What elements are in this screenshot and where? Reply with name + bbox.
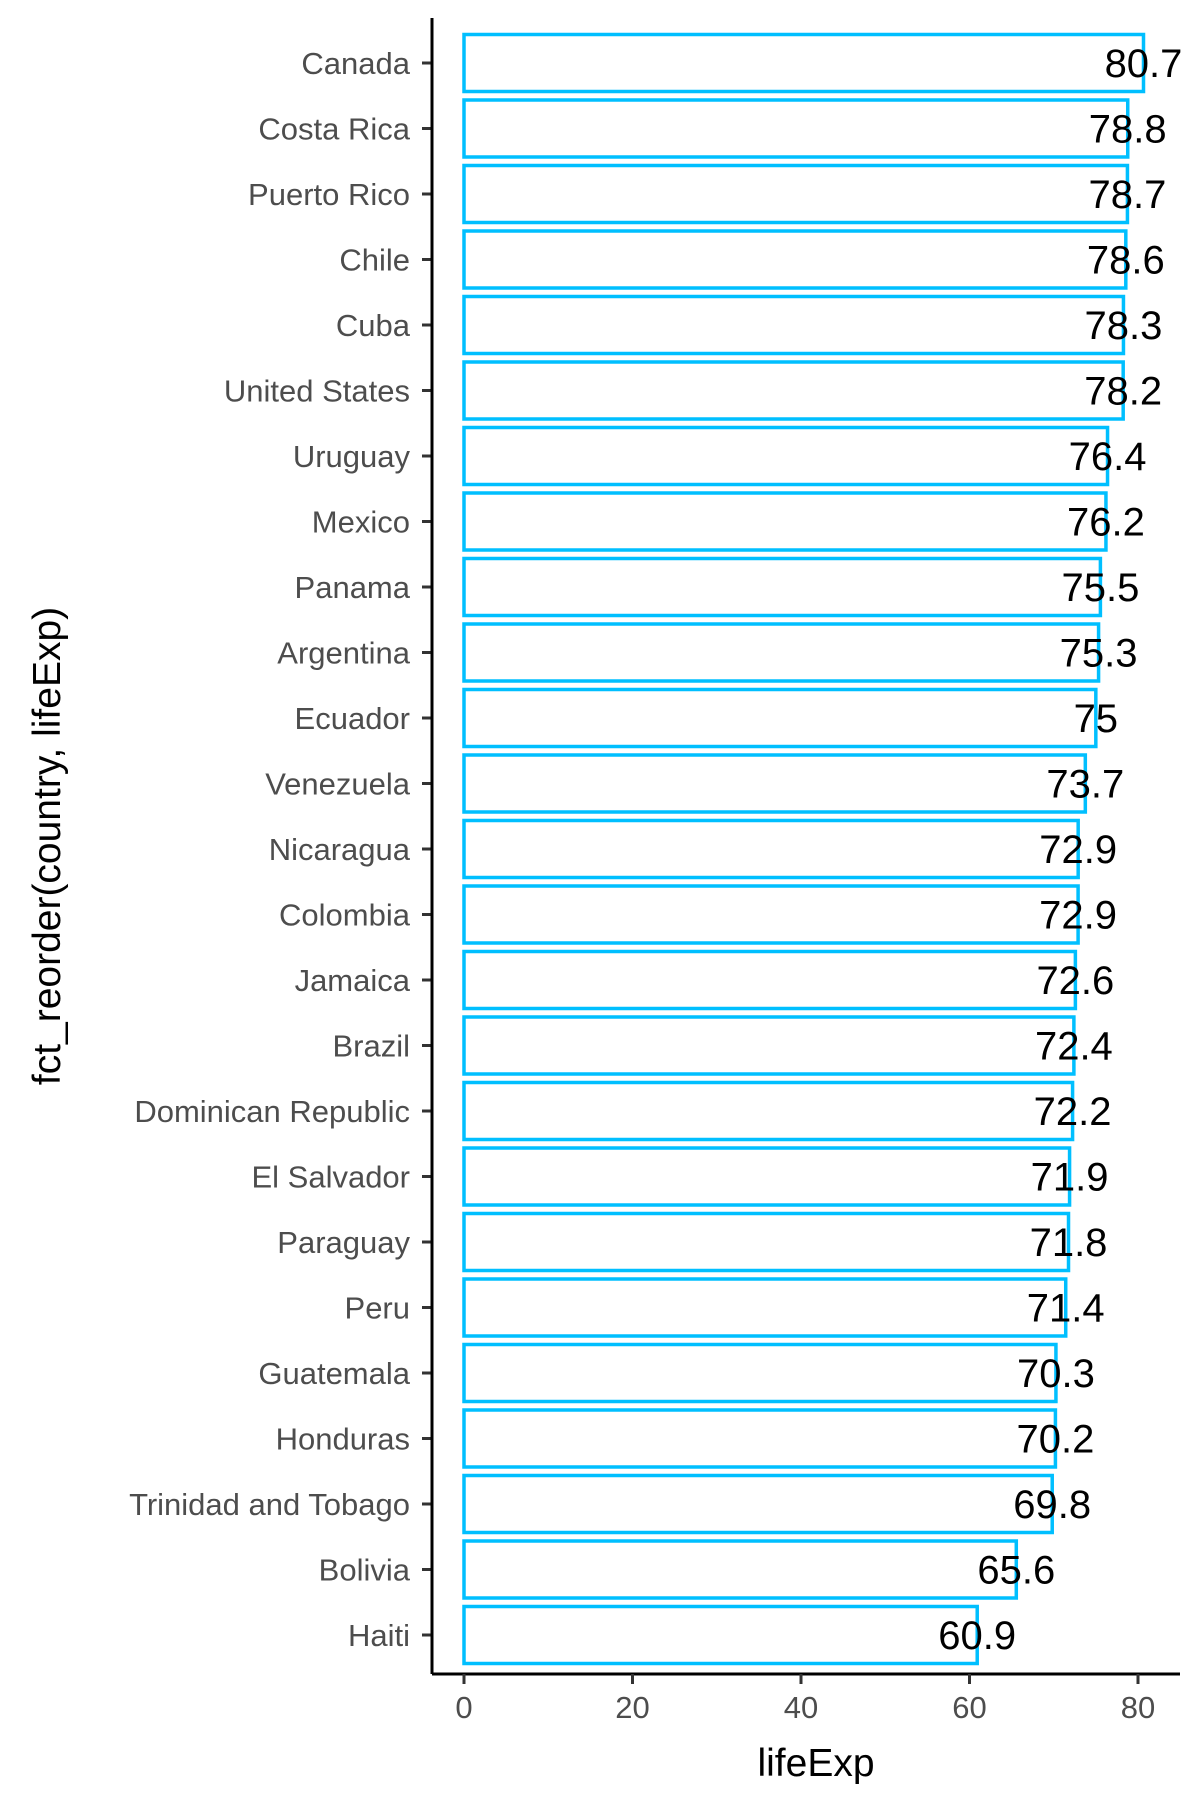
y-tick-label: Dominican Republic — [134, 1094, 410, 1129]
x-axis-title: lifeExp — [757, 1742, 874, 1785]
data-label: 71.8 — [1030, 1221, 1108, 1265]
bar-chile — [462, 229, 1128, 290]
data-label: 60.9 — [938, 1614, 1016, 1658]
x-tick-label: 20 — [615, 1690, 649, 1725]
y-tick-label: Nicaragua — [269, 832, 411, 867]
bar-uruguay — [462, 425, 1110, 487]
y-tick-label: Bolivia — [319, 1553, 411, 1588]
data-label: 76.4 — [1069, 435, 1147, 479]
data-label: 72.4 — [1035, 1025, 1113, 1069]
y-tick-label: Venezuela — [265, 767, 411, 802]
bar-haiti — [462, 1604, 979, 1666]
data-label: 72.6 — [1036, 959, 1114, 1003]
bar-brazil — [462, 1015, 1076, 1076]
y-tick-label: Costa Rica — [258, 112, 410, 147]
y-tick-label: Trinidad and Tobago — [129, 1487, 410, 1522]
y-tick-label: Chile — [339, 243, 410, 278]
bar-ecuador — [462, 687, 1098, 749]
y-tick-label: Honduras — [276, 1422, 410, 1457]
bar-panama — [462, 556, 1103, 618]
y-tick-label: Haiti — [348, 1618, 410, 1653]
bar-dominican-republic — [462, 1080, 1075, 1142]
data-label: 72.9 — [1039, 828, 1117, 872]
x-tick-label: 80 — [1121, 1690, 1155, 1725]
y-tick-label: Argentina — [277, 636, 410, 671]
bar-guatemala — [462, 1342, 1058, 1404]
y-tick-label: Brazil — [332, 1029, 410, 1064]
bar-jamaica — [462, 949, 1078, 1011]
x-tick-label: 60 — [952, 1690, 986, 1725]
y-axis: Canada Costa Rica Puerto Rico Chile Cuba Unit… — [129, 18, 434, 1674]
bar-paraguay — [462, 1211, 1071, 1273]
y-tick-label: Colombia — [279, 898, 411, 933]
y-tick-label: Guatemala — [258, 1356, 410, 1391]
data-label: 71.9 — [1031, 1156, 1109, 1200]
y-tick-label: Cuba — [336, 308, 411, 343]
y-tick-label: Ecuador — [295, 701, 410, 736]
data-label: 72.9 — [1039, 894, 1117, 938]
x-axis: 0 20 40 60 80 — [432, 1672, 1180, 1725]
data-label: 71.4 — [1027, 1287, 1105, 1331]
x-tick-label: 0 — [455, 1690, 472, 1725]
bar-argentina — [462, 622, 1101, 683]
y-tick-label: El Salvador — [251, 1160, 410, 1195]
bar-nicaragua — [462, 818, 1080, 880]
data-label: 78.8 — [1089, 108, 1167, 152]
data-label: 78.3 — [1085, 304, 1163, 348]
y-tick-label: United States — [224, 374, 410, 409]
bar-cuba — [462, 294, 1126, 356]
data-label: 78.2 — [1084, 370, 1162, 414]
bar-united-states — [462, 360, 1125, 421]
bar-bolivia — [462, 1539, 1019, 1600]
bar-colombia — [462, 884, 1080, 945]
bar-peru — [462, 1277, 1068, 1338]
bar-honduras — [462, 1408, 1058, 1469]
data-label: 78.7 — [1089, 173, 1167, 217]
y-tick-label: Jamaica — [295, 963, 411, 998]
bar-costa-rica — [462, 98, 1130, 159]
data-label: 72.2 — [1034, 1090, 1112, 1134]
data-label: 69.8 — [1013, 1483, 1091, 1527]
y-axis-title: fct_reorder(country, lifeExp) — [26, 607, 69, 1085]
data-label: 76.2 — [1067, 501, 1145, 545]
x-tick-label: 40 — [784, 1690, 818, 1725]
bar-trinidad-and-tobago — [462, 1473, 1054, 1535]
data-label: 75.3 — [1060, 632, 1138, 676]
y-tick-label: Peru — [345, 1291, 410, 1326]
y-tick-label: Uruguay — [293, 439, 411, 474]
y-tick-label: Canada — [301, 46, 410, 81]
data-label: 75 — [1074, 697, 1119, 741]
y-tick-label: Mexico — [312, 505, 410, 540]
data-label: 70.3 — [1017, 1352, 1095, 1396]
bars-group — [462, 32, 1146, 1666]
data-label: 78.6 — [1087, 239, 1165, 283]
y-tick-label: Paraguay — [277, 1225, 410, 1260]
bar-canada — [462, 32, 1146, 94]
data-label: 75.5 — [1061, 566, 1139, 610]
data-label: 65.6 — [977, 1549, 1055, 1593]
y-tick-label: Puerto Rico — [248, 177, 410, 212]
data-label: 73.7 — [1046, 763, 1124, 807]
y-tick-label: Panama — [295, 570, 411, 605]
data-labels-group: 80.7 78.8 78.7 78.6 78.3 78.2 76.4 76.2 75.5 75.3… — [938, 42, 1182, 1658]
bar-venezuela — [462, 753, 1088, 814]
bar-puerto-rico — [462, 163, 1130, 225]
data-label: 80.7 — [1105, 42, 1183, 86]
bar-el-salvador — [462, 1146, 1072, 1207]
data-label: 70.2 — [1016, 1418, 1094, 1462]
bar-mexico — [462, 491, 1108, 552]
